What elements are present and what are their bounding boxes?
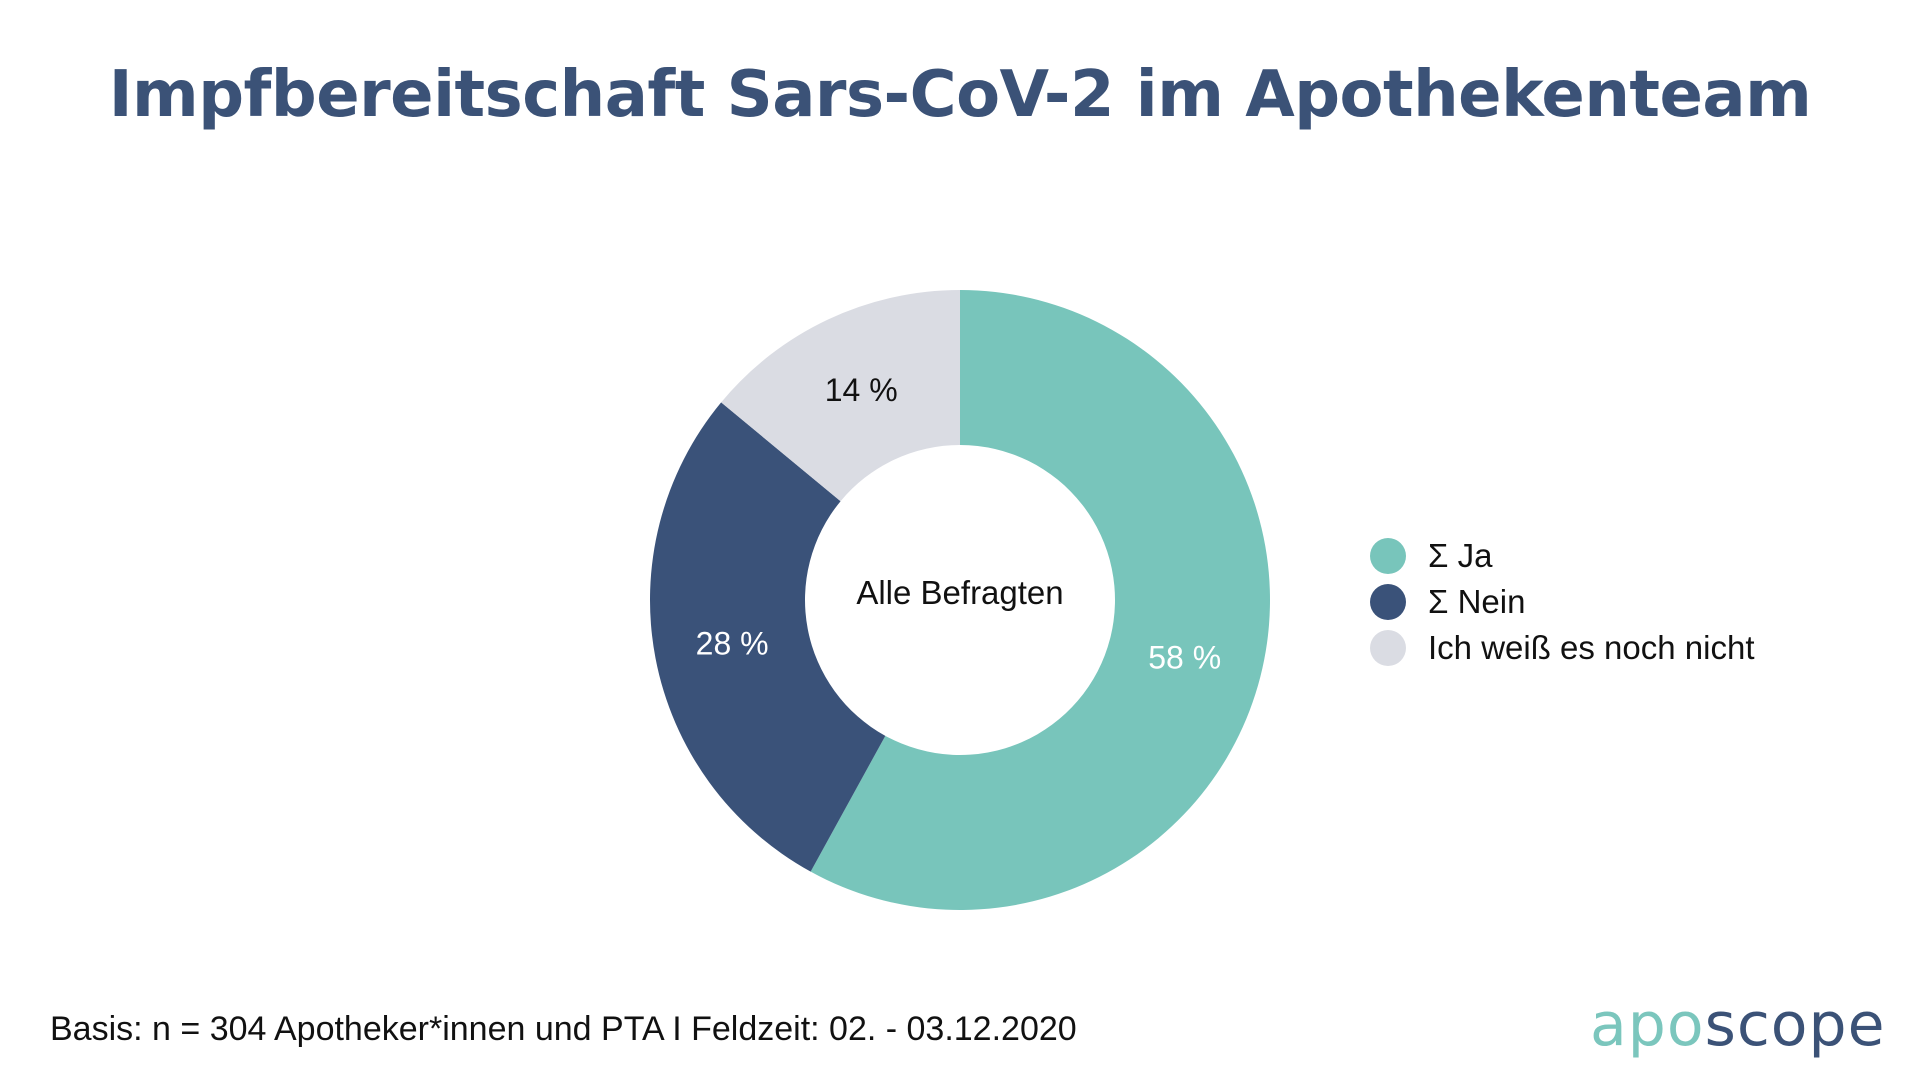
legend-label: Ich weiß es noch nicht <box>1428 629 1755 666</box>
legend-item-ich-wei-es-noch-nicht: Ich weiß es noch nicht <box>1370 625 1755 671</box>
donut-slices <box>650 290 1270 910</box>
donut-value-label-nein: 28 % <box>696 625 769 661</box>
logo-text-scope: scope <box>1704 990 1886 1060</box>
donut-slice-ja <box>810 290 1270 910</box>
legend-swatch <box>1370 538 1406 574</box>
aposcope-logo: aposcope <box>1590 990 1886 1060</box>
donut-value-label-ja: 58 % <box>1148 640 1221 676</box>
legend-label: Σ Ja <box>1428 537 1493 574</box>
legend-item-ja: Σ Ja <box>1370 533 1755 579</box>
legend-item-nein: Σ Nein <box>1370 579 1755 625</box>
legend-label: Σ Nein <box>1428 583 1526 620</box>
chart-legend: Σ Ja Σ Nein Ich weiß es noch nicht <box>1370 533 1755 671</box>
donut-slice-nein <box>650 402 886 872</box>
source-note: Basis: n = 304 Apotheker*innen und PTA I… <box>50 1010 1077 1048</box>
legend-swatch <box>1370 584 1406 620</box>
donut-value-label-ich-wei-es-noch-nicht: 14 % <box>825 372 898 408</box>
logo-text-apo: apo <box>1590 990 1705 1060</box>
legend-swatch <box>1370 630 1406 666</box>
donut-slice-ich-wei-es-noch-nicht <box>721 290 960 502</box>
page-title: Impfbereitschaft Sars-CoV-2 im Apotheken… <box>108 58 1812 132</box>
donut-center-label: Alle Befragten <box>856 574 1063 611</box>
donut-value-labels: 58 % 28 % 14 % <box>696 372 1222 676</box>
